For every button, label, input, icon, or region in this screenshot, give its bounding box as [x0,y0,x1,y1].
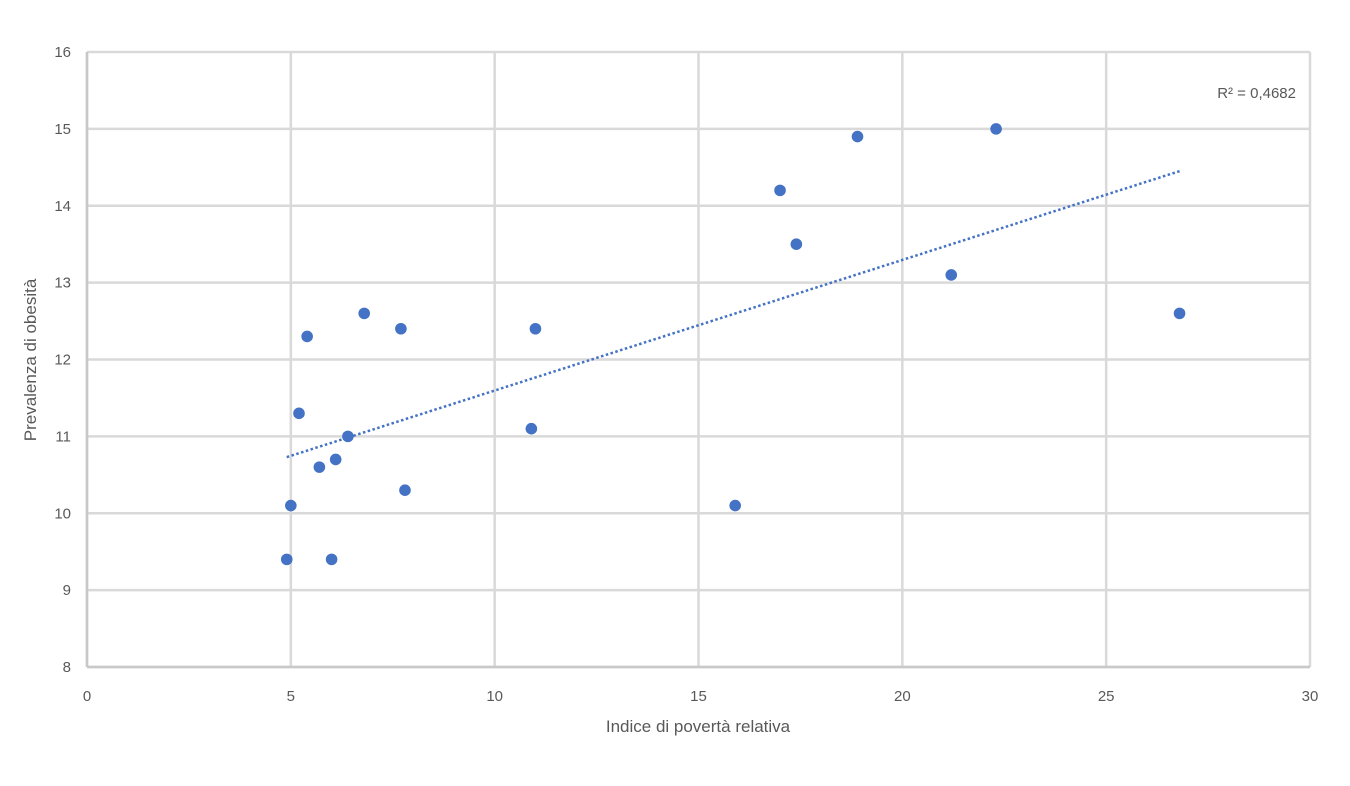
grid [85,50,1312,669]
x-axis-title: Indice di povertà relativa [606,717,791,736]
y-tick-label: 13 [54,275,71,292]
data-point [1173,307,1186,320]
data-point [774,184,786,197]
data-point [301,330,313,343]
data-point [325,553,338,566]
x-tick-label: 10 [486,688,503,705]
data-point [529,322,542,335]
data-point [293,407,305,420]
r-squared-label: R² = 0,4682 [1217,85,1296,102]
data-point [525,422,538,435]
x-tick-label: 25 [1098,688,1115,705]
data-point [280,553,293,566]
x-tick-label: 0 [83,688,91,705]
y-tick-label: 11 [55,428,71,445]
data-point [285,499,297,512]
y-tick-label: 14 [54,198,71,215]
axes [85,52,1310,669]
y-tick-label: 12 [54,352,71,369]
data-point [990,123,1002,135]
y-tick-label: 9 [63,582,71,599]
y-tick-label: 15 [54,121,71,138]
y-tick-label: 8 [63,659,71,676]
x-tick-labels: 0 5 10 15 20 25 30 [83,688,1319,705]
data-point [399,484,411,496]
x-tick-label: 5 [287,688,295,705]
data-point [358,307,371,320]
data-points [280,123,1186,566]
x-tick-label: 15 [690,688,707,705]
data-point [851,130,864,143]
y-tick-labels: 8 9 10 11 12 13 14 15 16 [54,44,71,676]
y-tick-label: 10 [54,505,71,522]
data-point [395,322,407,335]
y-tick-label: 16 [54,44,71,61]
x-tick-label: 20 [894,688,911,705]
data-point [945,269,958,281]
trendline [286,169,1180,459]
data-point [729,499,741,512]
data-point [329,453,342,466]
x-tick-label: 30 [1302,688,1319,705]
y-axis-title: Prevalenza di obesità [21,278,40,441]
data-point [342,430,354,443]
trendline-line [286,169,1180,459]
data-point [313,461,326,473]
data-point [790,238,803,250]
